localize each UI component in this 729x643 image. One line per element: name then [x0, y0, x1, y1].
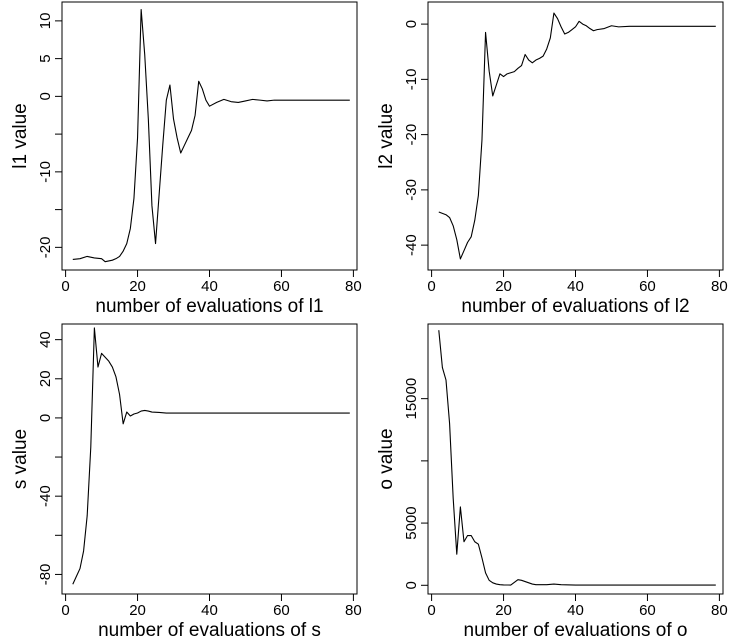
axis-ticks: 0 20 40 60 80 -20 -10 0 5 10 [37, 13, 362, 295]
y-tick-label: 10 [37, 13, 54, 30]
y-axis-label: o value [376, 428, 397, 489]
y-tick-label: 0 [403, 20, 420, 28]
x-tick-label: 80 [345, 278, 362, 295]
axis-ticks: 0 20 40 60 80 0 5000 15000 [403, 378, 728, 619]
x-tick-label: 60 [273, 278, 290, 295]
series-line-l2 [438, 12, 716, 260]
panel-o: 0 20 40 60 80 0 5000 15000 number of evaluation… [376, 323, 728, 641]
y-tick-label: 0 [403, 581, 420, 589]
y-tick-label: -30 [403, 179, 420, 201]
plot-frame [61, 1, 358, 271]
x-tick-label: 20 [129, 278, 146, 295]
x-tick-label: 20 [129, 602, 146, 619]
x-tick-label: 40 [567, 602, 584, 619]
x-tick-label: 20 [495, 278, 512, 295]
x-axis-label: number of evaluations of l1 [95, 296, 323, 317]
y-tick-label: 5 [37, 54, 54, 62]
y-tick-label: -20 [37, 237, 54, 259]
x-tick-label: 80 [711, 602, 728, 619]
panel-l1: 0 20 40 60 80 -20 -10 0 5 10 number of evaluation… [10, 1, 362, 317]
y-axis-label: l1 value [10, 103, 31, 169]
x-tick-label: 80 [345, 602, 362, 619]
y-tick-label: 5000 [403, 506, 420, 539]
plot-frame [427, 323, 724, 595]
plot-frame [61, 323, 358, 595]
series-line-o [438, 330, 716, 586]
axis-ticks: 0 20 40 60 80 -40 -30 -20 -10 0 [403, 20, 728, 295]
y-tick-label: 0 [37, 414, 54, 422]
y-tick-label: -40 [37, 485, 54, 507]
x-tick-label: 60 [639, 278, 656, 295]
x-tick-label: 80 [711, 278, 728, 295]
y-axis-label: l2 value [376, 103, 397, 169]
x-tick-label: 40 [567, 278, 584, 295]
y-tick-label: -10 [37, 161, 54, 183]
y-axis-label: s value [10, 429, 31, 489]
axis-ticks: 0 20 40 60 80 -80 -40 0 20 40 [37, 331, 362, 619]
x-axis-label: number of evaluations of l2 [461, 296, 689, 317]
x-tick-label: 0 [61, 602, 69, 619]
x-tick-label: 0 [427, 602, 435, 619]
x-tick-label: 0 [427, 278, 435, 295]
y-tick-label: 40 [37, 331, 54, 348]
y-tick-label: -40 [403, 234, 420, 256]
x-tick-label: 0 [61, 278, 69, 295]
series-line-l1 [72, 9, 350, 263]
x-tick-label: 60 [273, 602, 290, 619]
x-tick-label: 60 [639, 602, 656, 619]
panel-l2: 0 20 40 60 80 -40 -30 -20 -10 0 number of evaluat… [376, 1, 728, 317]
y-tick-label: -10 [403, 69, 420, 91]
panel-s: 0 20 40 60 80 -80 -40 0 20 40 number of evaluatio… [10, 323, 362, 641]
y-tick-label: 0 [37, 92, 54, 100]
series-line-s [72, 327, 350, 585]
y-tick-label: -80 [37, 564, 54, 586]
x-tick-label: 40 [201, 278, 218, 295]
y-tick-label: 20 [37, 370, 54, 387]
x-axis-label: number of evaluations of o [464, 620, 688, 641]
y-tick-label: -20 [403, 124, 420, 146]
x-axis-label: number of evaluations of s [98, 620, 321, 641]
x-tick-label: 20 [495, 602, 512, 619]
y-tick-label: 15000 [403, 378, 420, 420]
x-tick-label: 40 [201, 602, 218, 619]
